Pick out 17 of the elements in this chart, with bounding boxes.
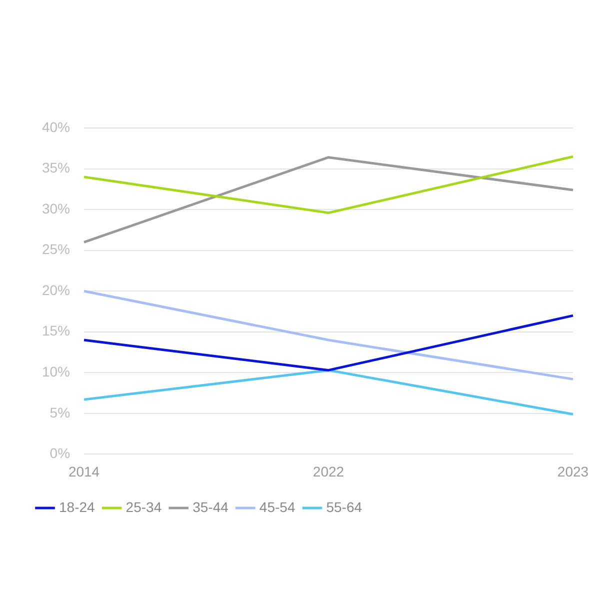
x-tick-label: 2023 — [557, 463, 589, 480]
legend-label: 55-64 — [326, 498, 362, 515]
y-tick-label: 20% — [42, 282, 70, 298]
legend-label: 25-34 — [126, 498, 162, 515]
y-tick-label: 15% — [42, 322, 70, 339]
y-tick-label: 25% — [42, 241, 70, 258]
legend-label: 45-54 — [259, 498, 296, 515]
legend-label: 18-24 — [59, 498, 96, 515]
x-tick-label: 2014 — [68, 463, 100, 480]
y-tick-label: 30% — [42, 200, 70, 216]
y-tick-label: 35% — [42, 160, 70, 176]
x-tick-label: 2022 — [312, 463, 344, 480]
y-tick-label: 5% — [50, 404, 70, 420]
y-tick-label: 0% — [50, 445, 70, 462]
y-tick-label: 10% — [42, 364, 70, 380]
legend-label: 35-44 — [192, 498, 229, 515]
y-tick-label: 40% — [42, 118, 70, 135]
